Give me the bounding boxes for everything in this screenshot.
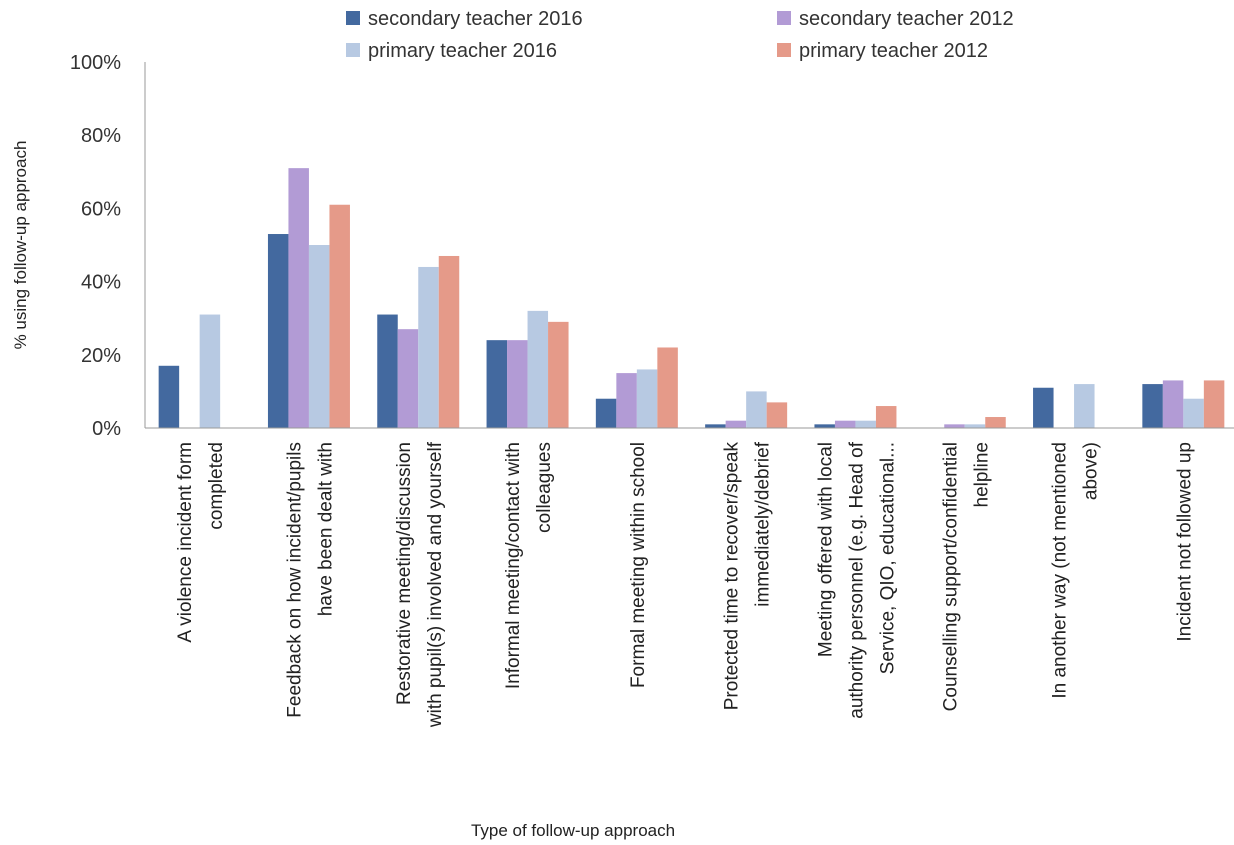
bar <box>288 168 309 428</box>
y-axis: 0% 20% 40% 60% 80% 100% <box>70 52 146 440</box>
legend-swatch <box>777 11 791 25</box>
y-tick-label: 0% <box>92 418 121 440</box>
x-tick-label: Informal meeting/contact with <box>503 442 524 689</box>
x-tick-label: colleagues <box>534 442 555 533</box>
bar <box>725 420 747 428</box>
x-axis: A violence incident form completed Feedbac… <box>145 427 1234 728</box>
y-tick-label: 20% <box>81 345 121 367</box>
x-tick-label: In another way (not mentioned <box>1050 442 1071 699</box>
bar <box>377 314 398 428</box>
legend-label: secondary teacher 2012 <box>799 8 1014 30</box>
bar <box>1162 380 1184 428</box>
bar <box>875 406 897 428</box>
bar <box>834 420 856 428</box>
x-axis-title: Type of follow-up approach <box>471 821 675 840</box>
x-tick-label: immediately/debrief <box>753 441 774 606</box>
x-tick-label: helpline <box>971 442 992 508</box>
x-tick-label: Counselling support/confidential <box>940 442 961 711</box>
bar <box>486 340 508 428</box>
bar <box>308 245 330 428</box>
bar <box>985 417 1006 428</box>
bar <box>855 420 876 428</box>
bar <box>814 424 835 428</box>
bar <box>944 424 965 428</box>
bar <box>1203 380 1225 428</box>
bar <box>766 402 788 428</box>
x-tick-label: with pupil(s) involved and yourself <box>425 441 446 728</box>
bar <box>507 340 528 428</box>
y-tick-label: 100% <box>70 52 121 74</box>
x-tick-label: A violence incident form <box>175 442 196 643</box>
legend-swatch <box>777 43 791 57</box>
bar <box>1033 387 1054 428</box>
x-tick-label: above) <box>1081 442 1102 500</box>
bar <box>1074 384 1095 428</box>
bar <box>199 314 221 428</box>
y-axis-title: % using follow-up approach <box>11 141 30 350</box>
y-tick-label: 60% <box>81 198 121 220</box>
legend-swatch <box>346 43 360 57</box>
y-tick-label: 80% <box>81 125 121 147</box>
x-tick-label: Protected time to recover/speak <box>722 442 743 711</box>
x-tick-label: Service, QIO, educational... <box>877 442 898 674</box>
bar <box>548 321 569 428</box>
x-tick-label: authority personnel (e.g. Head of <box>846 441 867 718</box>
bar <box>746 391 767 428</box>
legend: secondary teacher 2016 secondary teacher … <box>346 8 1014 62</box>
legend-label: primary teacher 2016 <box>368 40 557 62</box>
bars <box>158 168 1225 428</box>
x-tick-label: Feedback on how incident/pupils <box>284 442 305 718</box>
bar <box>705 424 726 428</box>
x-tick-label: Meeting offered with local <box>815 442 836 657</box>
bar <box>964 424 986 428</box>
legend-label: secondary teacher 2016 <box>368 8 583 30</box>
bar <box>616 373 637 428</box>
y-tick-label: 40% <box>81 272 121 294</box>
bar <box>657 347 678 428</box>
legend-label: primary teacher 2012 <box>799 40 988 62</box>
bar <box>397 329 419 428</box>
bar <box>1142 384 1163 428</box>
bar <box>267 234 289 428</box>
x-tick-label: completed <box>206 442 227 530</box>
bar <box>418 266 439 428</box>
bar <box>438 255 460 428</box>
bar <box>636 369 658 428</box>
x-tick-label: Restorative meeting/discussion <box>394 442 415 705</box>
bar <box>158 365 180 428</box>
bar <box>329 204 350 428</box>
x-tick-label: Formal meeting within school <box>628 442 649 688</box>
x-tick-label: Incident not followed up <box>1174 442 1195 642</box>
bar <box>595 398 617 428</box>
bar <box>527 310 549 428</box>
legend-swatch <box>346 11 360 25</box>
bar <box>1183 398 1204 428</box>
x-tick-label: have been dealt with <box>315 442 336 616</box>
